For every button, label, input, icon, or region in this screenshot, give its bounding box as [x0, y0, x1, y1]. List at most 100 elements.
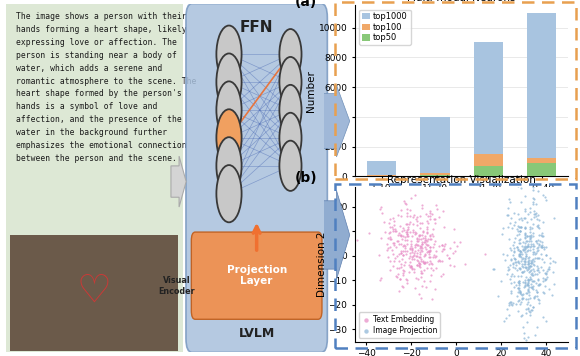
Image Projection	[533, 296, 542, 302]
Text Embedding	[396, 250, 405, 256]
Image Projection	[503, 267, 513, 272]
Text Embedding	[396, 250, 405, 256]
Image Projection	[507, 300, 516, 305]
Text Embedding	[426, 236, 435, 242]
Text Embedding	[382, 241, 392, 247]
Image Projection	[539, 290, 549, 296]
Image Projection	[514, 237, 523, 243]
Image Projection	[527, 284, 536, 290]
Image Projection	[516, 273, 525, 279]
Image Projection	[527, 270, 536, 276]
Image Projection	[500, 318, 509, 324]
Text Embedding	[415, 245, 425, 251]
Text Embedding	[425, 248, 434, 254]
Text Embedding	[416, 213, 425, 219]
Text Embedding	[432, 265, 441, 271]
Image Projection	[516, 291, 525, 297]
Image Projection	[517, 243, 526, 248]
Text Embedding	[452, 243, 462, 248]
Text Embedding	[389, 258, 398, 264]
Image Projection	[521, 239, 531, 244]
Image Projection	[540, 270, 549, 276]
Text Embedding	[418, 259, 427, 265]
Image Projection	[519, 345, 528, 351]
Image Projection	[521, 225, 530, 231]
Image Projection	[541, 252, 550, 258]
Image Projection	[508, 252, 517, 258]
Text Embedding	[415, 264, 425, 270]
Image Projection	[528, 246, 538, 252]
Image Projection	[524, 260, 533, 266]
Image Projection	[531, 293, 540, 299]
Image Projection	[540, 277, 549, 282]
Image Projection	[534, 281, 543, 287]
Image Projection	[523, 261, 532, 267]
Image Projection	[533, 212, 542, 218]
Image Projection	[528, 195, 537, 201]
Text Embedding	[420, 235, 430, 241]
Text Embedding	[430, 216, 439, 222]
Image Projection	[536, 243, 546, 248]
Image Projection	[533, 277, 542, 283]
Image Projection	[517, 313, 526, 319]
Text Embedding	[392, 274, 401, 280]
Image Projection	[532, 248, 541, 254]
Image Projection	[523, 234, 532, 239]
Image Projection	[519, 261, 528, 267]
Bar	[420, 175, 450, 176]
Image Projection	[527, 260, 536, 265]
Image Projection	[530, 249, 539, 255]
Image Projection	[528, 221, 538, 227]
Image Projection	[528, 266, 537, 271]
Text Embedding	[407, 263, 416, 268]
Image Projection	[513, 259, 522, 265]
Text Embedding	[396, 276, 405, 281]
Text Embedding	[389, 215, 398, 220]
Image Projection	[515, 289, 524, 295]
Text Embedding	[390, 228, 399, 234]
Image Projection	[512, 245, 521, 250]
Image Projection	[525, 230, 535, 235]
Image Projection	[516, 249, 525, 255]
Text Embedding	[376, 276, 385, 281]
Image Projection	[529, 244, 538, 249]
Image Projection	[533, 244, 542, 250]
Text Embedding	[400, 246, 409, 251]
Image Projection	[528, 201, 538, 206]
Image Projection	[520, 256, 529, 262]
Text Embedding	[409, 269, 418, 275]
Text Embedding	[412, 215, 422, 220]
Image Projection	[525, 309, 535, 314]
Text Embedding	[407, 233, 416, 239]
Image Projection	[524, 238, 534, 244]
Text Embedding	[407, 254, 416, 260]
Text Embedding	[423, 213, 432, 219]
Text Embedding	[420, 237, 429, 243]
Text Embedding	[425, 251, 434, 257]
Image Projection	[538, 314, 548, 320]
Image Projection	[525, 245, 534, 250]
Bar	[527, 13, 556, 176]
Image Projection	[539, 289, 548, 295]
Text Embedding	[399, 271, 408, 276]
Image Projection	[534, 269, 543, 274]
Text Embedding	[436, 273, 445, 278]
Image Projection	[522, 319, 531, 325]
Text Embedding	[432, 253, 441, 259]
Image Projection	[542, 197, 551, 203]
Image Projection	[519, 248, 528, 253]
Image Projection	[515, 236, 524, 241]
Image Projection	[528, 184, 537, 190]
Image Projection	[523, 283, 532, 288]
Image Projection	[527, 234, 536, 240]
Text Embedding	[416, 247, 426, 253]
Text Embedding	[399, 198, 408, 204]
Text Embedding	[413, 235, 422, 241]
Text Embedding	[413, 219, 422, 224]
Image Projection	[506, 216, 516, 221]
Text Embedding	[420, 234, 429, 239]
Image Projection	[510, 257, 519, 262]
Image Projection	[545, 286, 554, 292]
Text Embedding	[419, 260, 429, 266]
Image Projection	[519, 255, 528, 261]
